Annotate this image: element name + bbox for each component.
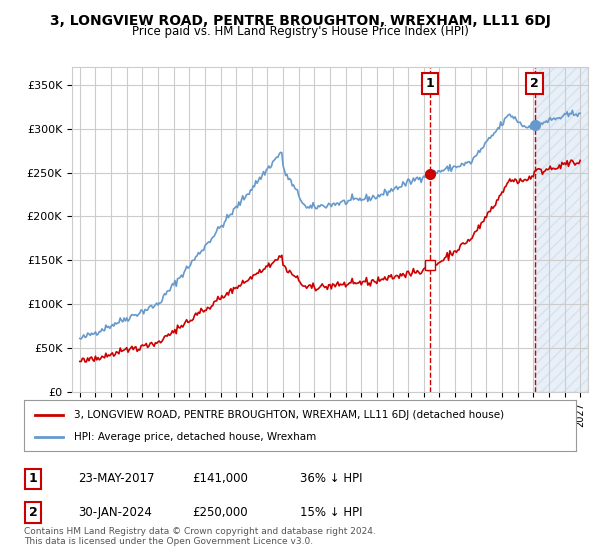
Text: Contains HM Land Registry data © Crown copyright and database right 2024.
This d: Contains HM Land Registry data © Crown c…: [24, 526, 376, 546]
Text: HPI: Average price, detached house, Wrexham: HPI: Average price, detached house, Wrex…: [74, 432, 316, 442]
Text: £250,000: £250,000: [192, 506, 248, 519]
Text: 23-MAY-2017: 23-MAY-2017: [78, 472, 155, 486]
Text: 15% ↓ HPI: 15% ↓ HPI: [300, 506, 362, 519]
Text: 2: 2: [530, 77, 539, 90]
Text: 1: 1: [29, 472, 37, 486]
Text: Price paid vs. HM Land Registry's House Price Index (HPI): Price paid vs. HM Land Registry's House …: [131, 25, 469, 38]
Text: 3, LONGVIEW ROAD, PENTRE BROUGHTON, WREXHAM, LL11 6DJ: 3, LONGVIEW ROAD, PENTRE BROUGHTON, WREX…: [50, 14, 550, 28]
Text: 1: 1: [425, 77, 434, 90]
Text: 2: 2: [29, 506, 37, 519]
Text: 36% ↓ HPI: 36% ↓ HPI: [300, 472, 362, 486]
Text: £141,000: £141,000: [192, 472, 248, 486]
Text: 3, LONGVIEW ROAD, PENTRE BROUGHTON, WREXHAM, LL11 6DJ (detached house): 3, LONGVIEW ROAD, PENTRE BROUGHTON, WREX…: [74, 409, 504, 419]
Text: 30-JAN-2024: 30-JAN-2024: [78, 506, 152, 519]
